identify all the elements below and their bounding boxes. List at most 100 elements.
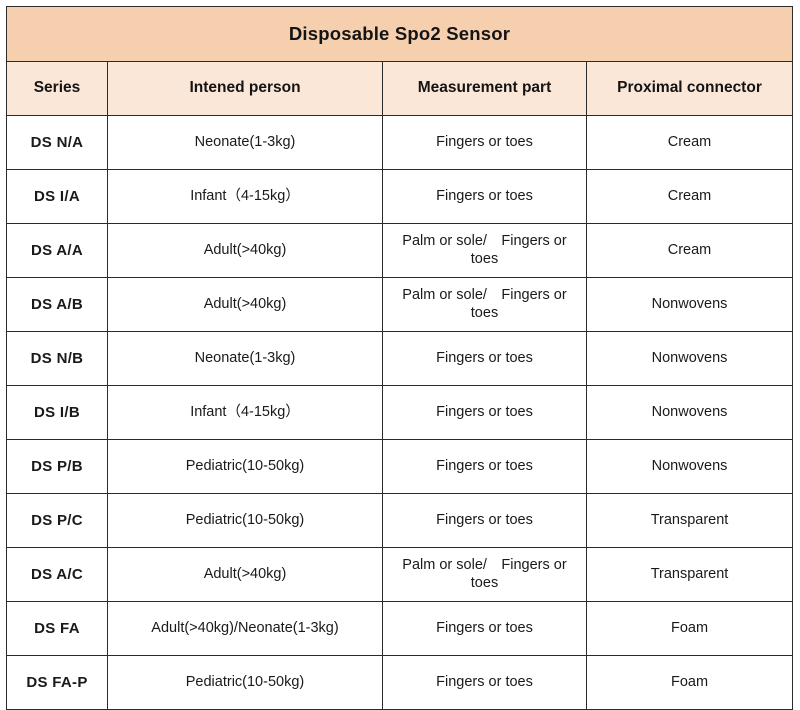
cell-series-text: DS A/B: [30, 295, 84, 313]
cell-intended-person-text: Adult(>40kg): [203, 295, 287, 312]
cell-intended-person: Infant（4-15kg）: [107, 385, 383, 440]
cell-measurement-part-text: Fingers or toes: [436, 187, 533, 204]
cell-measurement-part: Fingers or toes: [382, 385, 587, 440]
cell-measurement-part: Palm or sole/ Fingers or toes: [382, 277, 587, 332]
cell-series-text: DS P/B: [31, 457, 83, 475]
cell-intended-person: Adult(>40kg)/Neonate(1-3kg): [107, 601, 383, 656]
table-head: Disposable Spo2 Sensor Series Intened pe…: [5, 6, 794, 116]
cell-series: DS A/A: [6, 223, 108, 278]
table-row: DS P/C Pediatric(10-50kg) Fingers or toes T…: [6, 493, 794, 548]
cell-intended-person-text: Adult(>40kg): [203, 565, 287, 582]
column-header-measurement-part: Measurement part: [382, 61, 587, 116]
cell-series: DS N/A: [6, 115, 108, 170]
cell-measurement-part-text: Fingers or toes: [436, 349, 533, 366]
cell-intended-person-text: Adult(>40kg): [203, 241, 287, 258]
table-row: DS FA-P Pediatric(10-50kg) Fingers or toes…: [6, 655, 794, 710]
cell-proximal-connector: Nonwovens: [585, 277, 794, 332]
cell-proximal-connector: Nonwovens: [585, 331, 794, 386]
cell-intended-person: Pediatric(10-50kg): [107, 493, 383, 548]
table-row: DS I/A Infant（4-15kg） Fingers or toes Cream: [6, 169, 794, 224]
cell-series-text: DS I/B: [34, 403, 80, 421]
cell-measurement-part-text: Fingers or toes: [436, 133, 533, 150]
table-header-row: Series Intened person Measurement part P…: [6, 61, 794, 116]
table-title-row: Disposable Spo2 Sensor: [5, 6, 794, 62]
cell-proximal-connector: Nonwovens: [585, 439, 794, 494]
cell-series-text: DS N/A: [30, 133, 84, 151]
document-sheet: Disposable Spo2 Sensor Series Intened pe…: [5, 6, 794, 710]
cell-series: DS N/B: [6, 331, 108, 386]
cell-proximal-connector-text: Foam: [670, 673, 709, 690]
cell-measurement-part: Fingers or toes: [382, 439, 587, 494]
cell-measurement-part: Fingers or toes: [382, 115, 587, 170]
cell-proximal-connector: Foam: [585, 655, 794, 710]
cell-measurement-part: Fingers or toes: [382, 601, 587, 656]
table-row: DS I/B Infant（4-15kg） Fingers or toes Nonwo…: [6, 385, 794, 440]
cell-measurement-part: Fingers or toes: [382, 493, 587, 548]
cell-measurement-part-text: Fingers or toes: [436, 511, 533, 528]
cell-measurement-part: Fingers or toes: [382, 169, 587, 224]
cell-intended-person-text: Neonate(1-3kg): [194, 133, 296, 150]
table-row: DS P/B Pediatric(10-50kg) Fingers or toes N…: [6, 439, 794, 494]
cell-series: DS I/A: [6, 169, 108, 224]
table-body: DS N/A Neonate(1-3kg) Fingers or toes Cream…: [6, 115, 794, 710]
cell-measurement-part-text: Palm or sole/ Fingers or toes: [402, 557, 567, 591]
cell-measurement-part-text: Palm or sole/ Fingers or toes: [402, 287, 567, 321]
cell-intended-person-text: Infant（4-15kg）: [190, 403, 300, 420]
cell-intended-person: Pediatric(10-50kg): [107, 655, 383, 710]
cell-proximal-connector: Cream: [585, 169, 794, 224]
cell-measurement-part-text: Fingers or toes: [436, 403, 533, 420]
cell-proximal-connector-text: Nonwovens: [651, 349, 728, 366]
cell-intended-person: Neonate(1-3kg): [107, 331, 383, 386]
cell-series: DS FA: [6, 601, 108, 656]
cell-proximal-connector: Cream: [585, 223, 794, 278]
disposable-spo2-sensor-table: Disposable Spo2 Sensor Series Intened pe…: [5, 6, 794, 710]
cell-measurement-part-text: Fingers or toes: [436, 673, 533, 690]
cell-proximal-connector-text: Transparent: [650, 511, 729, 528]
cell-intended-person-text: Pediatric(10-50kg): [185, 511, 305, 528]
cell-measurement-part: Palm or sole/ Fingers or toes: [382, 547, 587, 602]
cell-series: DS P/B: [6, 439, 108, 494]
column-header-proximal-connector: Proximal connector: [585, 61, 794, 116]
cell-series: DS A/B: [6, 277, 108, 332]
cell-series-text: DS FA: [34, 619, 80, 637]
cell-proximal-connector: Foam: [585, 601, 794, 656]
cell-intended-person: Pediatric(10-50kg): [107, 439, 383, 494]
cell-intended-person: Neonate(1-3kg): [107, 115, 383, 170]
cell-intended-person: Adult(>40kg): [107, 223, 383, 278]
cell-intended-person: Adult(>40kg): [107, 547, 383, 602]
cell-proximal-connector-text: Cream: [667, 133, 712, 150]
cell-proximal-connector-text: Cream: [667, 187, 712, 204]
cell-series: DS P/C: [6, 493, 108, 548]
cell-series-text: DS P/C: [31, 511, 83, 529]
cell-series-text: DS FA-P: [26, 673, 88, 691]
cell-proximal-connector-text: Cream: [667, 241, 712, 258]
table-row: DS N/B Neonate(1-3kg) Fingers or toes Nonwo…: [6, 331, 794, 386]
cell-measurement-part-text: Fingers or toes: [436, 457, 533, 474]
cell-proximal-connector-text: Nonwovens: [651, 295, 728, 312]
table-row: DS A/C Adult(>40kg) Palm or sole/ Fingers …: [6, 547, 794, 602]
cell-proximal-connector-text: Nonwovens: [651, 457, 728, 474]
cell-measurement-part: Palm or sole/ Fingers or toes: [382, 223, 587, 278]
cell-measurement-part-text: Fingers or toes: [436, 619, 533, 636]
cell-intended-person-text: Infant（4-15kg）: [190, 187, 300, 204]
table-title: Disposable Spo2 Sensor: [5, 6, 794, 62]
cell-proximal-connector-text: Transparent: [650, 565, 729, 582]
table-row: DS N/A Neonate(1-3kg) Fingers or toes Cream: [6, 115, 794, 170]
cell-measurement-part-text: Palm or sole/ Fingers or toes: [402, 233, 567, 267]
cell-intended-person: Infant（4-15kg）: [107, 169, 383, 224]
cell-series: DS FA-P: [6, 655, 108, 710]
cell-series-text: DS N/B: [30, 349, 84, 367]
table-row: DS A/B Adult(>40kg) Palm or sole/ Fingers …: [6, 277, 794, 332]
cell-series-text: DS I/A: [34, 187, 80, 205]
cell-proximal-connector: Nonwovens: [585, 385, 794, 440]
cell-intended-person-text: Neonate(1-3kg): [194, 349, 296, 366]
cell-intended-person-text: Adult(>40kg)/Neonate(1-3kg): [151, 619, 339, 636]
cell-proximal-connector-text: Nonwovens: [651, 403, 728, 420]
cell-series: DS I/B: [6, 385, 108, 440]
cell-measurement-part: Fingers or toes: [382, 331, 587, 386]
cell-series: DS A/C: [6, 547, 108, 602]
cell-series-text: DS A/C: [30, 565, 84, 583]
table-row: DS FA Adult(>40kg)/Neonate(1-3kg) Fingers …: [6, 601, 794, 656]
cell-proximal-connector-text: Foam: [670, 619, 709, 636]
cell-intended-person-text: Pediatric(10-50kg): [185, 673, 305, 690]
